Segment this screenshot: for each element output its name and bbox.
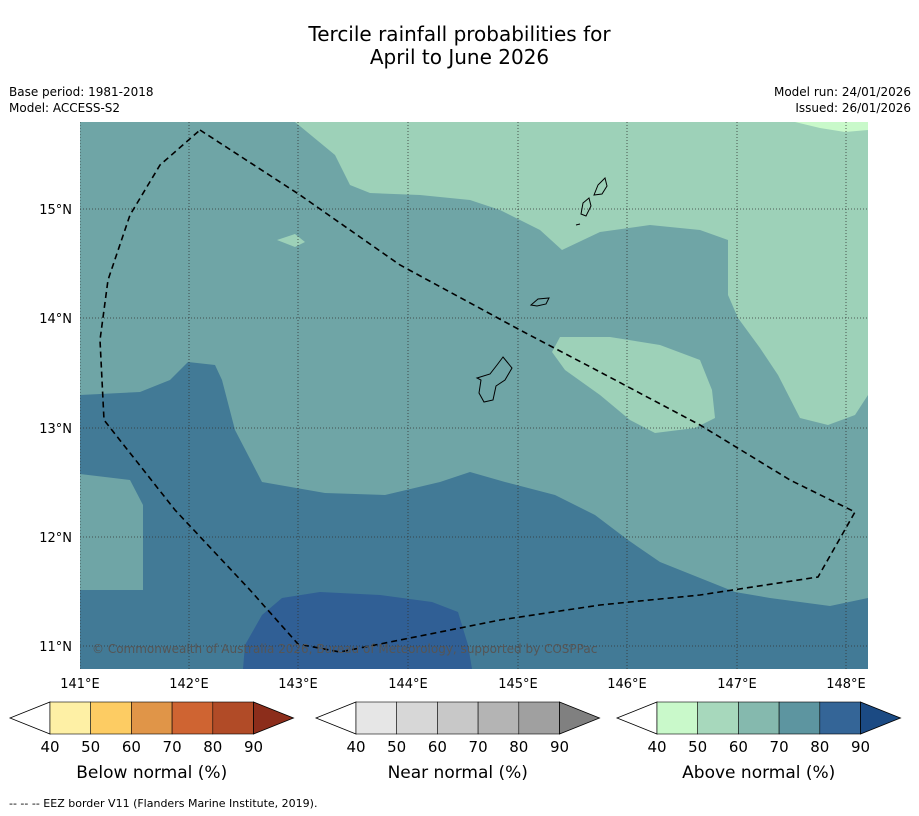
latitude-labels: 15°N 14°N 13°N 12°N 11°N <box>39 203 72 655</box>
colorbar-segment <box>171 701 214 735</box>
field-above-50-east <box>552 337 715 433</box>
colorbar-tick-label: 50 <box>81 738 100 756</box>
colorbar-under-arrow <box>615 701 658 735</box>
colorbar-segment <box>355 701 398 735</box>
colorbar-tick-label: 40 <box>647 738 666 756</box>
colorbar-segment <box>477 701 520 735</box>
lon-label: 142°E <box>169 677 209 692</box>
lon-label: 147°E <box>717 677 757 692</box>
colorbar-tick-label: 70 <box>163 738 182 756</box>
colorbar-tick-label: 80 <box>810 738 829 756</box>
eez-border <box>99 128 857 653</box>
colorbar-segment <box>518 701 560 735</box>
colorbar-segment <box>778 701 821 735</box>
base-period: Base period: 1981-2018 <box>9 85 154 99</box>
colorbar-tick-label: 50 <box>387 738 406 756</box>
colorbar-tick-label: 50 <box>688 738 707 756</box>
colorbar-segment <box>49 701 92 735</box>
colorbar-over-arrow <box>253 701 295 735</box>
colorbar-tick-label: 80 <box>509 738 528 756</box>
colorbar: 40 50 60 70 80 90 Below normal (%) <box>8 701 295 783</box>
lat-label: 15°N <box>39 203 72 218</box>
colorbar-tick-label: 40 <box>40 738 59 756</box>
eez-footnote: -- -- -- EEZ border V11 (Flanders Marine… <box>9 797 318 810</box>
colorbar-tick-label: 70 <box>469 738 488 756</box>
lon-label: 144°E <box>388 677 428 692</box>
colorbar: 40 50 60 70 80 90 Above normal (%) <box>615 701 902 783</box>
colorbar-tick-label: 60 <box>122 738 141 756</box>
colorbar-label: Near normal (%) <box>388 763 528 783</box>
metadata-left: Base period: 1981-2018 Model: ACCESS-S2 <box>9 84 154 116</box>
lon-label: 146°E <box>607 677 647 692</box>
colorbar-segment <box>738 701 780 735</box>
colorbar: 40 50 60 70 80 90 Near normal (%) <box>314 701 601 783</box>
colorbar-segment <box>396 701 438 735</box>
field-above-80 <box>243 592 472 669</box>
metadata-right: Model run: 24/01/2026 Issued: 26/01/2026 <box>774 84 911 116</box>
colorbar-tick-label: 80 <box>203 738 222 756</box>
copyright-notice: © Commonwealth of Australia 2026, Bureau… <box>92 642 597 656</box>
colorbar-over-arrow <box>559 701 601 735</box>
lat-label: 11°N <box>39 640 72 655</box>
map-gridlines <box>80 122 868 669</box>
island-saipan <box>593 177 608 196</box>
colorbar-tick-label: 90 <box>851 738 870 756</box>
island-rota <box>529 297 550 307</box>
colorbar-under-arrow <box>8 701 51 735</box>
colorbar-tick-label: 90 <box>244 738 263 756</box>
island-aguijan <box>575 223 581 226</box>
field-above-50-small <box>277 234 305 247</box>
lon-label: 141°E <box>60 677 100 692</box>
colorbar-tick-label: 60 <box>428 738 447 756</box>
colorbar-segment <box>212 701 254 735</box>
model-run: Model run: 24/01/2026 <box>773 85 911 99</box>
colorbar-segment <box>90 701 132 735</box>
lat-label: 12°N <box>39 531 72 546</box>
island-guam <box>475 356 513 403</box>
colorbar-label: Above normal (%) <box>682 763 835 783</box>
lon-label: 143°E <box>278 677 318 692</box>
island-tinian <box>580 197 592 217</box>
colorbar-segment <box>656 701 699 735</box>
colorbar-tick-label: 40 <box>346 738 365 756</box>
colorbar-tick-label: 70 <box>770 738 789 756</box>
colorbars: 40 50 60 70 80 90 Below normal (%) 40 50 60 70 80 90… <box>8 701 902 783</box>
field-above-70 <box>80 362 868 669</box>
chart-title-line1: Tercile rainfall probabilities for <box>308 22 611 46</box>
lon-label: 145°E <box>498 677 538 692</box>
lat-label: 14°N <box>39 312 72 327</box>
colorbar-segment <box>819 701 861 735</box>
colorbar-segment <box>131 701 173 735</box>
colorbar-label: Below normal (%) <box>76 763 227 783</box>
issued-date: Issued: 26/01/2026 <box>795 101 911 115</box>
lon-label: 148°E <box>826 677 866 692</box>
colorbar-under-arrow <box>314 701 357 735</box>
colorbar-segment <box>437 701 479 735</box>
longitude-labels: 141°E 142°E 143°E 144°E 145°E 146°E 147°… <box>60 677 866 692</box>
colorbar-over-arrow <box>860 701 902 735</box>
chart-title-line2: April to June 2026 <box>369 45 550 69</box>
islands <box>475 177 608 403</box>
colorbar-tick-label: 60 <box>729 738 748 756</box>
field-above-50-north <box>295 122 868 425</box>
model-name: Model: ACCESS-S2 <box>9 101 121 115</box>
colorbar-tick-label: 90 <box>550 738 569 756</box>
lat-label: 13°N <box>39 422 72 437</box>
colorbar-segment <box>697 701 739 735</box>
field-above-40-corner <box>795 122 868 132</box>
